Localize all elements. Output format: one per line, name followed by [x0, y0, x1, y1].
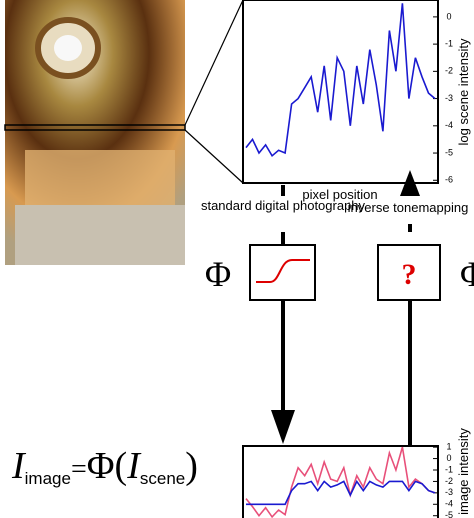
photo: [4, 0, 186, 265]
y-tick-label: -2: [445, 66, 453, 76]
y-tick-label: -1: [445, 38, 453, 48]
y-tick-label: 1: [446, 442, 451, 452]
y-tick-label: 0: [446, 11, 451, 21]
y-tick-label: -5: [445, 510, 453, 518]
phi-symbol: Φ: [205, 254, 231, 294]
forward-label: standard digital photography: [201, 198, 366, 213]
data-line: [246, 479, 436, 506]
top-plot-frame: [242, 0, 439, 184]
formula: Iimage=Φ(Iscene): [11, 445, 198, 488]
formula-part: I: [11, 445, 27, 487]
inverse-label: inverse tonemapping: [348, 200, 469, 215]
unknown-box: [377, 244, 441, 301]
formula-part: Φ(: [87, 445, 127, 487]
y-tick-label: -4: [445, 499, 453, 509]
zoom-lines: [184, 0, 244, 184]
arrowhead: [400, 170, 420, 196]
question-mark: ?: [402, 258, 417, 291]
phi-box: [249, 244, 316, 301]
phi-curve: [256, 259, 310, 283]
formula-part: ): [185, 445, 198, 487]
x-axis-label: pixel position: [302, 187, 377, 202]
formula-part: scene: [140, 469, 185, 488]
data-line: [245, 3, 436, 158]
y-tick-label: -5: [445, 147, 453, 157]
bottom-plot-frame: [242, 445, 439, 518]
formula-part: =: [71, 454, 87, 485]
y-axis-label: log scene intensity: [456, 38, 471, 145]
formula-part: I: [126, 445, 142, 487]
y-tick-label: -3: [445, 487, 453, 497]
y-tick-label: -6: [445, 175, 453, 185]
y-tick-label: -1: [445, 464, 453, 474]
formula-part: image: [25, 469, 71, 488]
y-tick-label: -3: [445, 93, 453, 103]
forward-label: standard digital photography: [201, 198, 366, 213]
arrows: [281, 185, 412, 445]
phi-symbol: Φ: [460, 254, 474, 294]
y-tick-label: 0: [446, 453, 451, 463]
y-axis-label: log image intensity: [456, 428, 471, 518]
arrowhead: [271, 410, 295, 444]
data-line: [245, 446, 436, 518]
y-tick-label: -2: [445, 476, 453, 486]
y-tick-label: -4: [445, 120, 453, 130]
